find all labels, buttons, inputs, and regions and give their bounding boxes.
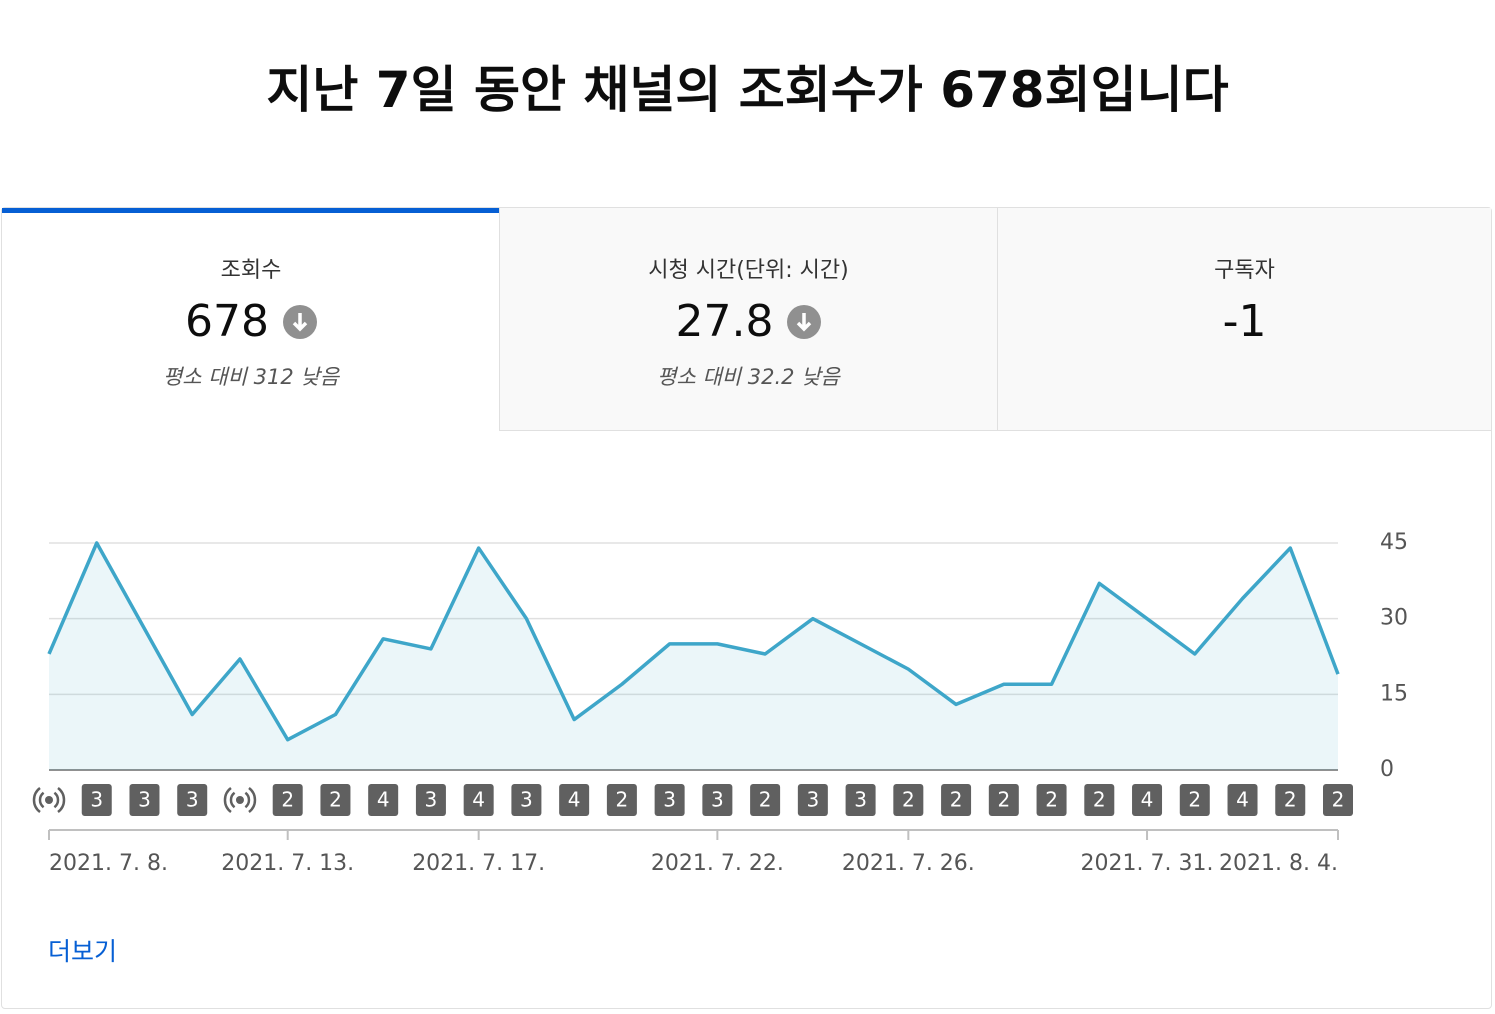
badge-label: 2: [1332, 788, 1345, 812]
badge: [845, 784, 876, 816]
tab-value-row: 27.8: [500, 296, 997, 347]
badge: [1275, 784, 1306, 816]
live-dot: [235, 796, 244, 804]
badge-label: 4: [1236, 788, 1249, 812]
badge: [750, 784, 781, 816]
x-tick-label: 2021. 7. 13.: [221, 851, 354, 876]
live-wave: [244, 791, 251, 809]
tab-value: 27.8: [675, 296, 774, 347]
down-icon: [282, 304, 317, 339]
more-link[interactable]: 더보기: [48, 937, 118, 966]
badge: [702, 784, 733, 816]
y-tick-label: 45: [1380, 530, 1408, 555]
live-wave: [223, 787, 232, 813]
badge: [272, 784, 303, 816]
live-wave: [229, 791, 236, 809]
badge: [559, 784, 590, 816]
badge: [81, 784, 112, 816]
badge-label: 3: [663, 788, 676, 812]
badge: [893, 784, 924, 816]
badge: [1084, 784, 1115, 816]
tab-label: 시청 시간(단위: 시간): [648, 258, 849, 283]
badge-label: 2: [1284, 788, 1297, 812]
badge-label: 3: [854, 788, 867, 812]
badge-label: 2: [759, 788, 772, 812]
line: [47, 541, 1340, 742]
x-tick-label: 2021. 7. 26.: [842, 851, 975, 876]
live-wave: [248, 787, 257, 813]
tab[interactable]: 조회수 678 평소 대비 312 낮음: [2, 208, 500, 431]
y-tick-label: 15: [1380, 681, 1408, 706]
badge: [1179, 784, 1210, 816]
x-tick-label: 2021. 7. 22.: [651, 851, 784, 876]
badge-label: 3: [186, 788, 199, 812]
badge: [129, 784, 160, 816]
badge: [1036, 784, 1067, 816]
badge: [797, 784, 828, 816]
badge-label: 2: [329, 788, 342, 812]
badge-label: 4: [472, 788, 485, 812]
live-icon: [223, 787, 257, 813]
analytics-card: 조회수 678 평소 대비 312 낮음 시청 시간(단위: 시간) 27.8 …: [1, 207, 1492, 1009]
badge-label: 3: [520, 788, 533, 812]
badge-label: 3: [138, 788, 151, 812]
tab-value: 678: [185, 296, 269, 347]
y-tick-label: 0: [1380, 757, 1394, 782]
x-tick-label: 2021. 8. 4.: [1219, 851, 1338, 876]
badge-label: 2: [950, 788, 963, 812]
badge-label: 4: [1141, 788, 1154, 812]
x-tick-label: 2021. 7. 8.: [49, 851, 168, 876]
badge-label: 4: [377, 788, 390, 812]
live-icon: [32, 787, 66, 813]
badge-label: 2: [997, 788, 1010, 812]
tab[interactable]: 시청 시간(단위: 시간) 27.8 평소 대비 32.2 낮음: [499, 208, 997, 431]
live-dot: [45, 796, 53, 804]
tab-value: -1: [1222, 296, 1267, 347]
live-wave: [38, 791, 45, 809]
tab-comparison: 평소 대비 312 낮음: [162, 365, 340, 389]
badge: [654, 784, 685, 816]
badge-label: 3: [806, 788, 819, 812]
tab-comparison: 평소 대비 32.2 낮음: [657, 365, 840, 389]
tab[interactable]: 구독자 -1: [997, 208, 1491, 431]
tab-label: 조회수: [220, 258, 282, 283]
badge-label: 2: [1093, 788, 1106, 812]
badge-label: 2: [281, 788, 294, 812]
area: [49, 543, 1338, 770]
badge: [988, 784, 1019, 816]
live-wave: [53, 791, 60, 809]
badge: [1227, 784, 1258, 816]
badge-label: 2: [902, 788, 915, 812]
badge: [1323, 784, 1353, 816]
x-tick-label: 2021. 7. 31.: [1081, 851, 1214, 876]
down-icon: [787, 304, 822, 339]
badge-label: 4: [568, 788, 581, 812]
badge: [941, 784, 972, 816]
badge-label: 3: [711, 788, 724, 812]
x-tick-label: 2021. 7. 17.: [412, 851, 545, 876]
badge: [368, 784, 399, 816]
y-tick-label: 30: [1380, 606, 1408, 631]
tab-value-row: -1: [998, 296, 1491, 347]
badge: [511, 784, 542, 816]
badge-label: 3: [90, 788, 103, 812]
badge: [320, 784, 351, 816]
live-wave: [57, 787, 66, 813]
badge: [177, 784, 208, 816]
badge-label: 2: [1188, 788, 1201, 812]
badge-label: 3: [425, 788, 438, 812]
badge: [606, 784, 637, 816]
tab-value-row: 678: [2, 296, 500, 347]
live-wave: [32, 787, 41, 813]
badge-label: 2: [616, 788, 629, 812]
page-title: 지난 7일 동안 채널의 조회수가 678회입니다: [266, 61, 1229, 119]
badge-label: 2: [1045, 788, 1058, 812]
tab-label: 구독자: [1214, 258, 1275, 283]
badge: [415, 784, 446, 816]
chart: 0 15 30 45 3 3 3 2 2 4 3 4 3 4 2 3 3 2 3 3 2 2 2 2 2 4 2 4 2 2 2021. 7…: [32, 530, 1408, 876]
badge: [463, 784, 494, 816]
badge: [1132, 784, 1163, 816]
